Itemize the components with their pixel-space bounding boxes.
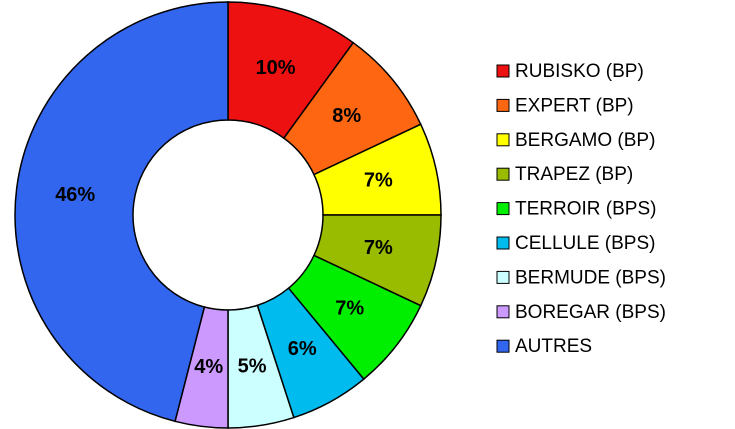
data-label: 7% [364, 237, 393, 259]
legend-label: EXPERT (BP) [515, 95, 634, 116]
legend-swatch [496, 133, 510, 147]
legend-label: RUBISKO (BP) [515, 61, 644, 82]
data-label: 8% [332, 105, 361, 127]
legend-label: BOREGAR (BPS) [515, 302, 666, 323]
legend-label: CELLULE (BPS) [515, 233, 655, 254]
legend-swatch [496, 167, 510, 181]
legend-swatch [496, 305, 510, 319]
legend-label: BERMUDE (BPS) [515, 267, 666, 288]
data-label: 10% [256, 57, 296, 79]
data-label: 46% [55, 184, 95, 206]
data-label: 7% [335, 298, 364, 320]
legend-swatch [496, 236, 510, 250]
data-label: 7% [364, 170, 393, 192]
legend-swatch [496, 64, 510, 78]
legend-swatch [496, 339, 510, 353]
legend-label: TRAPEZ (BP) [515, 164, 633, 185]
data-label: 6% [288, 338, 317, 360]
data-label: 4% [194, 356, 223, 378]
legend-label: TERROIR (BPS) [515, 199, 656, 220]
legend-label: BERGAMO (BP) [515, 130, 655, 151]
legend-swatch [496, 270, 510, 284]
legend-label: AUTRES [515, 336, 592, 357]
slice [14, 1, 229, 423]
legend-swatch [496, 202, 510, 216]
legend-swatch [496, 98, 510, 112]
data-label: 5% [238, 355, 267, 377]
